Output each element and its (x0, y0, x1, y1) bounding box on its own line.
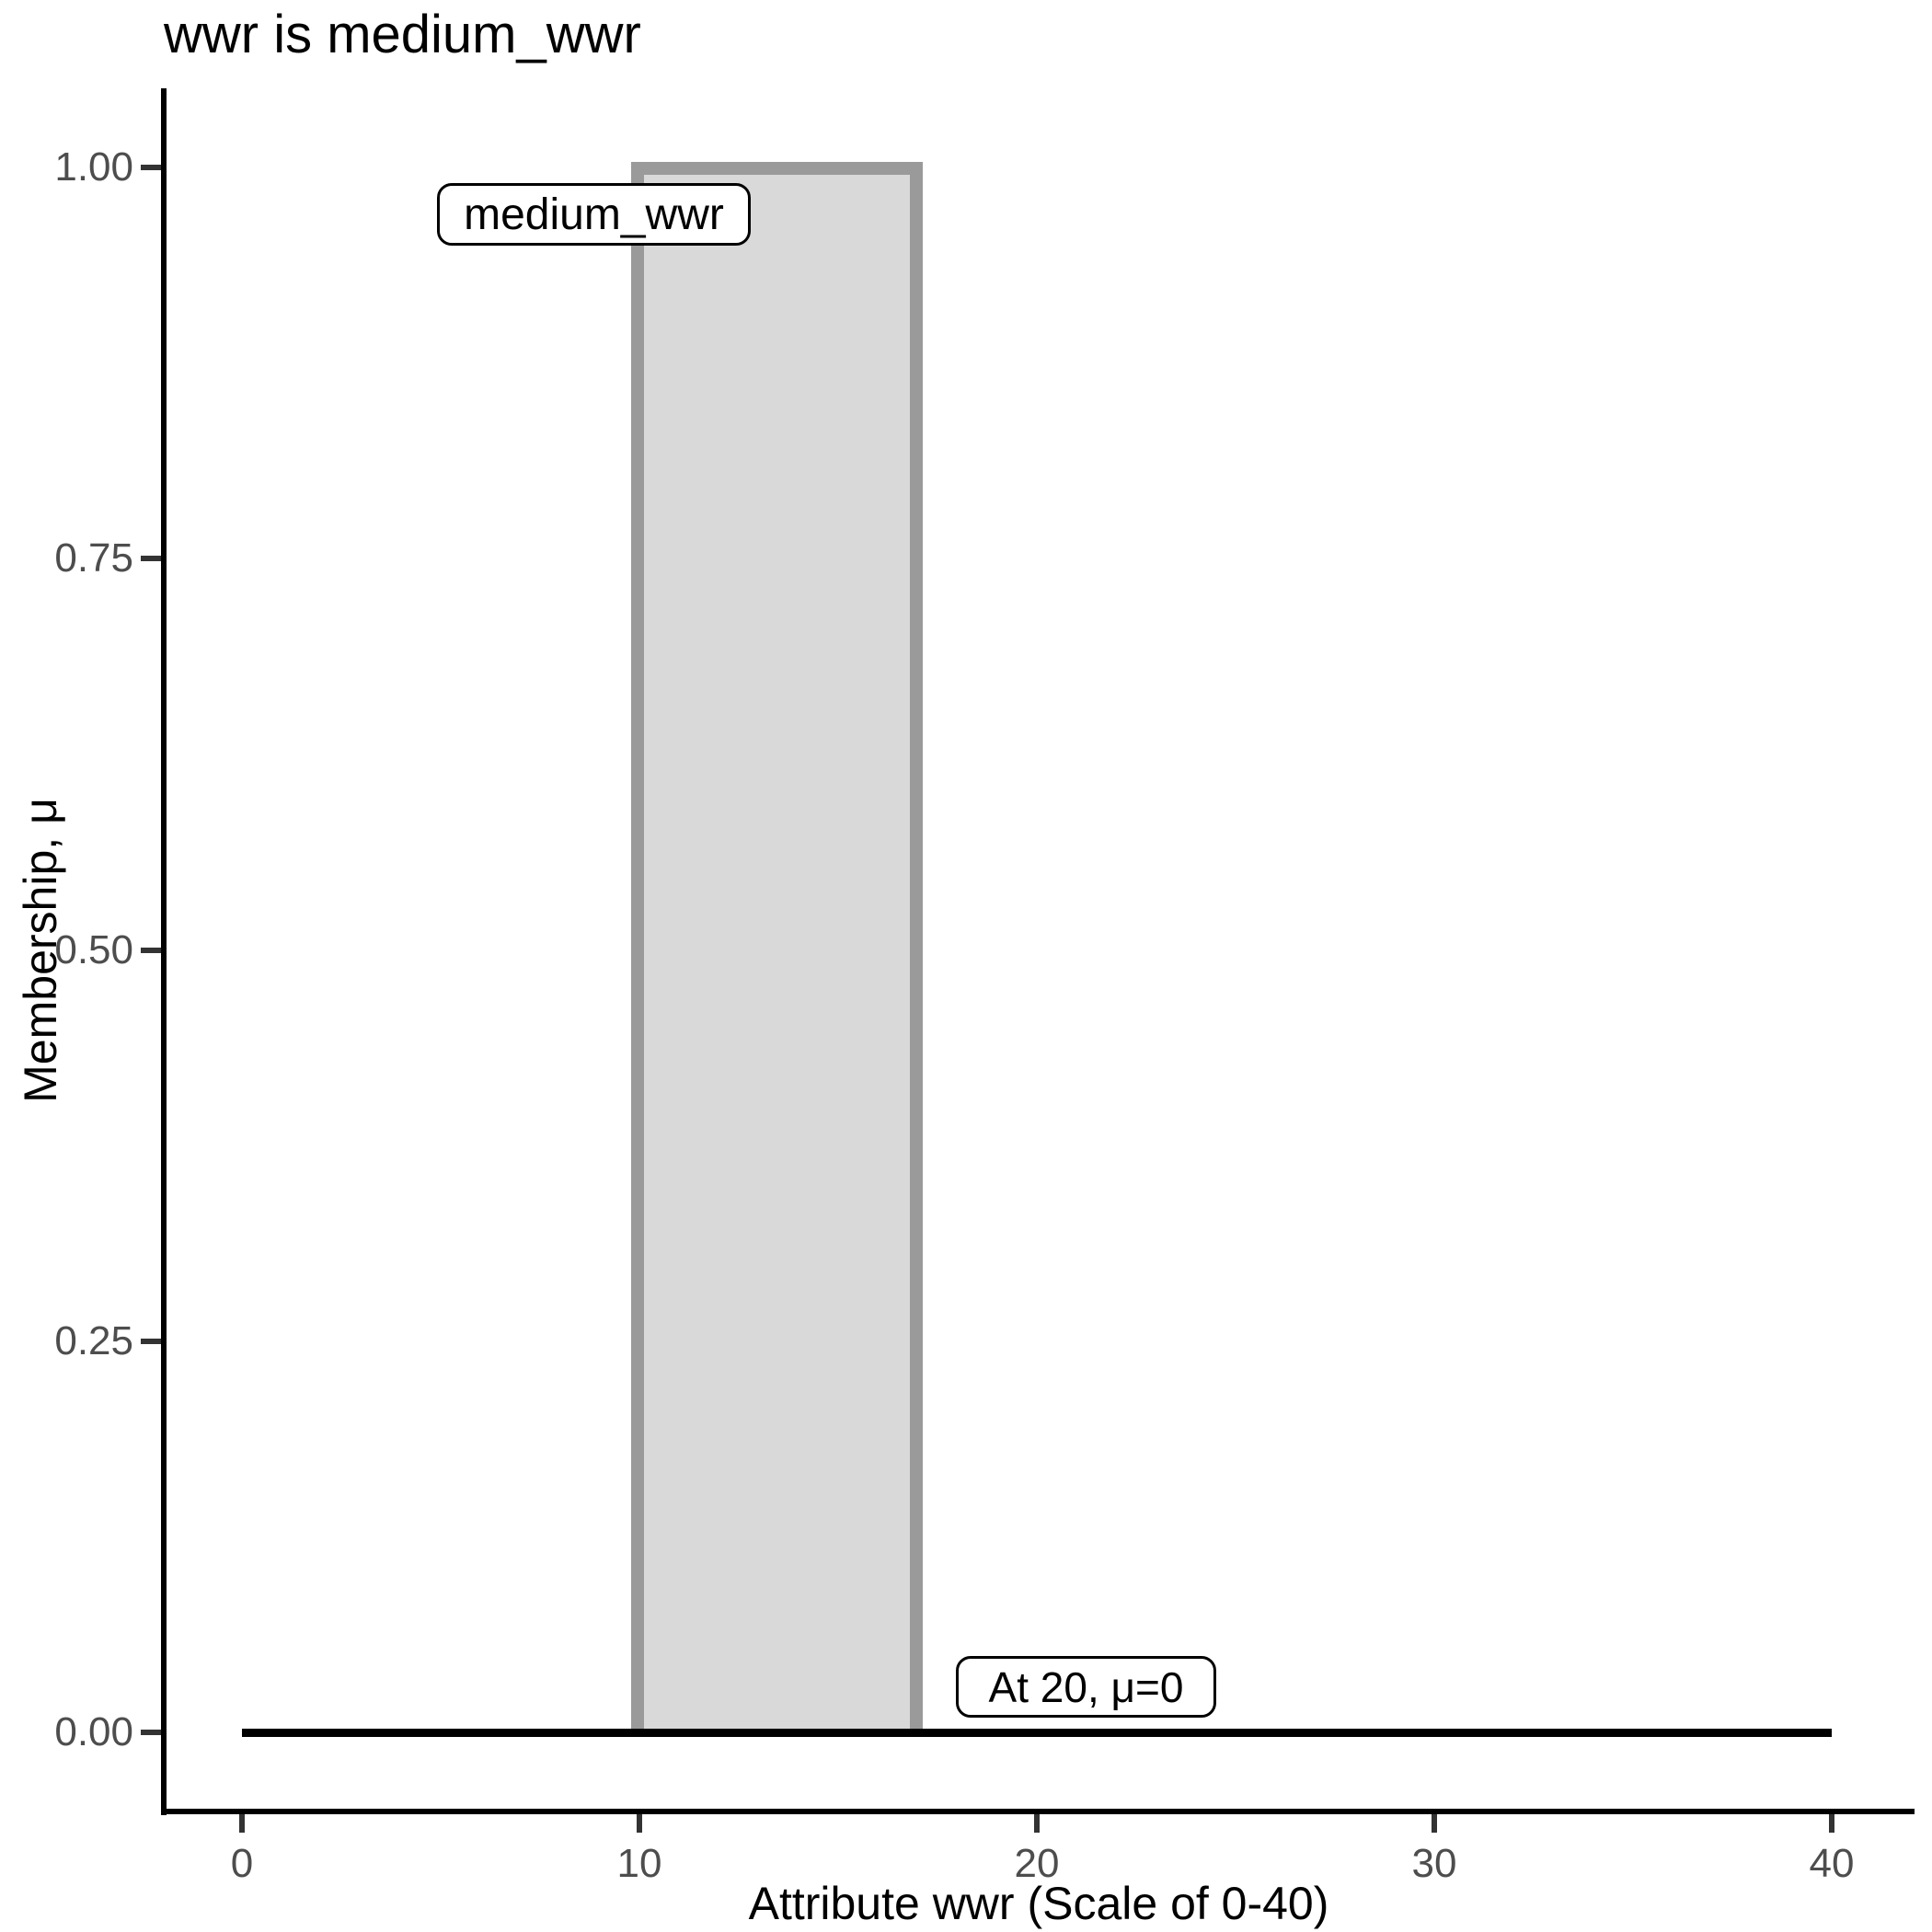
x-tick-mark-40 (1829, 1814, 1834, 1833)
y-tick-label: 0.00 (54, 1709, 133, 1754)
x-tick-mark-10 (637, 1814, 642, 1833)
y-tick-label: 0.50 (54, 927, 133, 972)
y-tick-label: 0.25 (54, 1318, 133, 1363)
x-axis-title: Attribute wwr (Scale of 0-40) (748, 1878, 1329, 1929)
x-tick-label: 40 (1809, 1841, 1855, 1886)
x-tick-mark-20 (1034, 1814, 1040, 1833)
x-tick-mark-30 (1432, 1814, 1437, 1833)
membership-zero-line (242, 1729, 1832, 1737)
y-tick-label: 1.00 (54, 144, 133, 190)
y-axis-title: Membership, μ (15, 798, 66, 1103)
x-tick-label: 10 (616, 1841, 662, 1886)
y-tick-mark-0.50 (141, 948, 161, 953)
x-tick-label: 20 (1014, 1841, 1060, 1886)
x-tick-label: 30 (1411, 1841, 1457, 1886)
x-axis-line (161, 1809, 1915, 1814)
chart-title: wwr is medium_wwr (164, 5, 641, 64)
y-tick-mark-0.00 (141, 1730, 161, 1735)
point-label-annotation: At 20, μ=0 (956, 1656, 1216, 1718)
y-tick-mark-0.75 (141, 556, 161, 561)
y-axis-line (161, 88, 167, 1815)
point-label-text: At 20, μ=0 (988, 1662, 1184, 1711)
x-tick-mark-0 (239, 1814, 245, 1833)
y-tick-mark-1.00 (141, 165, 161, 170)
set-label-annotation: medium_wwr (437, 183, 751, 246)
y-tick-label: 0.75 (54, 535, 133, 581)
set-label-text: medium_wwr (464, 190, 724, 239)
membership-region (631, 162, 923, 1732)
y-tick-mark-0.25 (141, 1339, 161, 1344)
x-tick-label: 0 (230, 1841, 254, 1886)
